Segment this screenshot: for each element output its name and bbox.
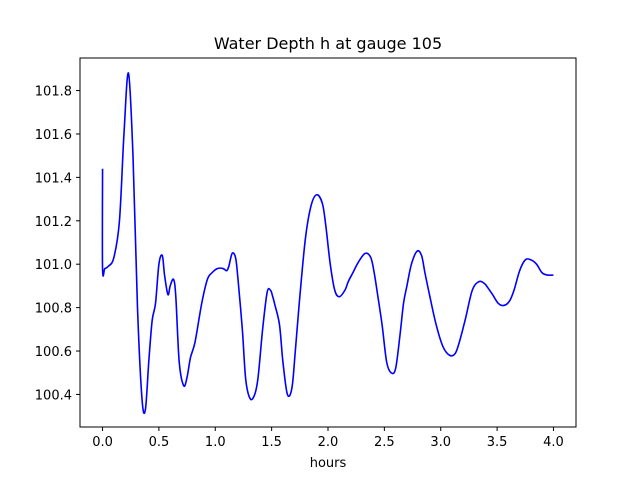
y-tick-label: 100.6 (35, 345, 72, 360)
x-tick-label: 3.0 (430, 435, 451, 450)
x-tick-label: 2.0 (318, 435, 339, 450)
x-tick-label: 2.5 (374, 435, 395, 450)
y-tick-label: 100.4 (35, 388, 72, 403)
y-tick-label: 101.2 (35, 215, 72, 230)
series-line-0 (101, 72, 554, 415)
chart-title: Water Depth h at gauge 105 (214, 34, 442, 53)
y-tick-label: 101.4 (35, 171, 72, 186)
x-tick-label: 0.0 (92, 435, 113, 450)
y-tick-label: 101.6 (35, 128, 72, 143)
plot-area (101, 72, 554, 415)
x-tick-label: 0.5 (149, 435, 170, 450)
x-axis: 0.0 0.5 1.0 1.5 2.0 2.5 3.0 3.5 4.0 (92, 427, 564, 450)
x-tick-label: 3.5 (487, 435, 508, 450)
plot-frame (79, 57, 577, 428)
y-axis: 100.4 100.6 100.8 101.0 101.2 101.4 101.6 101.8 (35, 85, 80, 403)
x-tick-label: 4.0 (543, 435, 564, 450)
y-tick-label: 101.0 (35, 258, 72, 273)
x-axis-label: hours (310, 456, 347, 471)
x-tick-label: 1.5 (261, 435, 282, 450)
y-tick-label: 100.8 (35, 302, 72, 317)
x-tick-label: 1.0 (205, 435, 226, 450)
y-tick-label: 101.8 (35, 85, 72, 100)
